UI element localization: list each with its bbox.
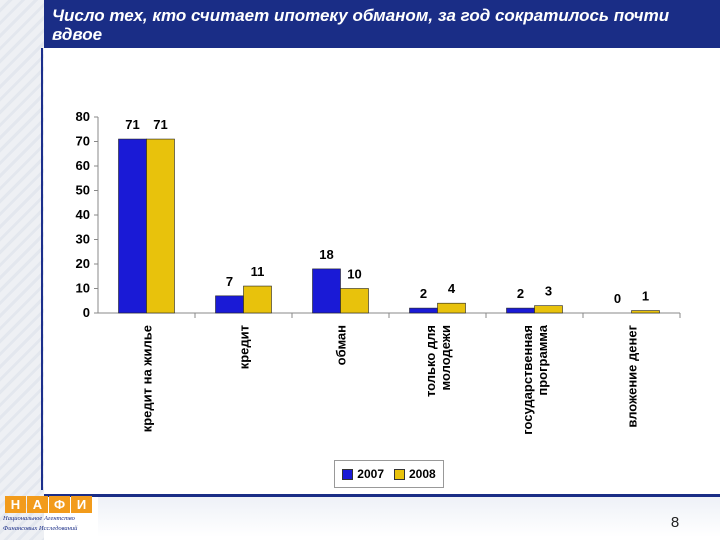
bar-2008 (631, 310, 660, 314)
x-category-label-line: только для (423, 325, 438, 397)
footer-band (98, 497, 720, 537)
data-label-2008: 1 (642, 289, 649, 304)
legend-item-2007: 2007 (342, 467, 384, 481)
x-category-label-line: вложение денег (625, 324, 640, 427)
data-label-2008: 71 (153, 117, 167, 132)
x-category-label: государственнаяпрограмма (520, 324, 550, 435)
data-label-2007: 7 (226, 274, 233, 289)
data-label-2007: 18 (319, 247, 333, 262)
y-tick-label: 60 (76, 158, 90, 173)
bar-2008 (243, 285, 272, 314)
bar-2008 (437, 302, 466, 314)
y-tick-label: 0 (83, 305, 90, 320)
y-tick-label: 10 (76, 281, 90, 296)
x-category-label-line: молодежи (438, 325, 453, 390)
x-category-label-line: кредит (237, 325, 252, 369)
y-tick-label: 40 (76, 207, 90, 222)
page-number: 8 (670, 514, 680, 531)
logo-letter: И (71, 496, 92, 513)
chart-legend: 2007 2008 (334, 460, 444, 488)
data-label-2007: 2 (517, 286, 524, 301)
x-category-label-line: государственная (520, 325, 535, 435)
bar-2007 (215, 295, 244, 314)
data-label-2008: 3 (545, 284, 552, 299)
x-category-label: только длямолодежи (423, 325, 453, 397)
logo-mark: Н А Ф И (5, 496, 95, 513)
footer-line (44, 494, 720, 497)
left-divider (41, 48, 43, 490)
logo-letter: А (27, 496, 48, 513)
data-label-2008: 11 (251, 264, 265, 279)
decorative-background (0, 0, 44, 540)
data-label-2007: 0 (614, 291, 621, 306)
y-tick-label: 70 (76, 134, 90, 149)
logo-letter: Ф (49, 496, 70, 513)
legend-item-2008: 2008 (394, 467, 436, 481)
data-label-2007: 2 (420, 286, 427, 301)
x-category-label: кредит (237, 325, 252, 369)
y-tick-label: 30 (76, 232, 90, 247)
x-category-label: обман (334, 325, 349, 365)
x-category-label: кредит на жилье (140, 325, 155, 432)
data-label-2008: 10 (347, 267, 361, 282)
bar-2008 (534, 305, 563, 314)
x-category-label-line: обман (334, 325, 349, 365)
x-category-label: вложение денег (625, 324, 640, 427)
y-tick-label: 20 (76, 256, 90, 271)
legend-swatch-2008 (394, 468, 405, 480)
legend-swatch-2007 (342, 468, 354, 480)
header-bar (44, 0, 720, 48)
legend-label-2008: 2008 (409, 467, 436, 481)
bar-2007 (506, 307, 535, 314)
legend-label-2007: 2007 (357, 467, 384, 481)
logo-text-line2: Финансовых Исследований (3, 525, 78, 532)
x-category-label-line: кредит на жилье (140, 325, 155, 432)
nafi-logo: Н А Ф И Национальное Агентство Финансовы… (3, 496, 95, 540)
data-label-2008: 4 (448, 281, 456, 296)
y-tick-label: 80 (76, 109, 90, 124)
bar-2007 (409, 307, 438, 314)
bar-2008 (146, 138, 175, 314)
bar-2008 (340, 288, 369, 314)
bar-2007 (312, 268, 341, 314)
x-category-label-line: программа (535, 324, 550, 395)
bar-2007 (118, 138, 147, 314)
logo-text-line1: Национальное Агентство (3, 515, 75, 522)
logo-letter: Н (5, 496, 26, 513)
slide-title: Число тех, кто считает ипотеку обманом, … (52, 6, 670, 44)
data-label-2007: 71 (125, 117, 139, 132)
y-tick-label: 50 (76, 183, 90, 198)
